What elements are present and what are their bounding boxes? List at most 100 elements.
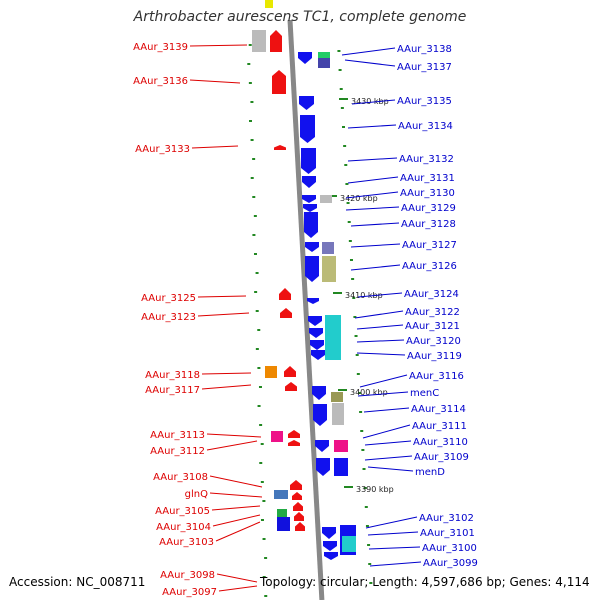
feature-block[interactable] bbox=[331, 392, 343, 402]
right-gene-arrow[interactable] bbox=[313, 404, 327, 426]
left-gene-arrow[interactable] bbox=[295, 522, 305, 531]
feature-block[interactable] bbox=[325, 315, 341, 360]
right-gene-label[interactable]: AAur_3124 bbox=[404, 289, 459, 300]
left-gene-arrow[interactable] bbox=[274, 145, 286, 150]
leader-line bbox=[364, 440, 412, 446]
left-gene-label[interactable]: AAur_3112 bbox=[150, 446, 205, 457]
left-gene-arrow[interactable] bbox=[288, 440, 300, 446]
left-gene-label[interactable]: AAur_3097 bbox=[162, 587, 217, 598]
right-gene-label[interactable]: menC bbox=[410, 388, 439, 399]
right-gene-label[interactable]: AAur_3120 bbox=[406, 336, 461, 347]
right-gene-arrow[interactable] bbox=[322, 527, 336, 539]
scale-tick-label: 3390 kbp bbox=[356, 485, 394, 494]
right-gene-arrow[interactable] bbox=[299, 96, 314, 110]
left-gene-label[interactable]: AAur_3136 bbox=[133, 76, 188, 87]
right-gene-label[interactable]: AAur_3134 bbox=[398, 121, 453, 132]
left-gene-arrow[interactable] bbox=[294, 512, 304, 521]
right-gene-label[interactable]: AAur_3129 bbox=[401, 203, 456, 214]
feature-block[interactable] bbox=[265, 0, 273, 8]
right-gene-arrow[interactable] bbox=[312, 386, 326, 400]
feature-block[interactable] bbox=[320, 195, 332, 203]
feature-block[interactable] bbox=[322, 256, 336, 282]
scale-tick-label: 3420 kbp bbox=[340, 194, 378, 203]
left-gene-arrow[interactable] bbox=[293, 502, 303, 511]
right-gene-arrow[interactable] bbox=[316, 458, 330, 476]
right-gene-label[interactable]: AAur_3135 bbox=[397, 96, 452, 107]
right-gene-label[interactable]: AAur_3116 bbox=[409, 371, 464, 382]
right-gene-label[interactable]: AAur_3122 bbox=[405, 307, 460, 318]
left-gene-label[interactable]: AAur_3113 bbox=[150, 430, 205, 441]
right-gene-arrow[interactable] bbox=[305, 242, 319, 252]
right-gene-arrow[interactable] bbox=[324, 552, 338, 560]
right-gene-label[interactable]: AAur_3111 bbox=[412, 421, 467, 432]
left-gene-label[interactable]: AAur_3098 bbox=[160, 570, 215, 581]
left-gene-arrow[interactable] bbox=[292, 492, 302, 500]
feature-block[interactable] bbox=[318, 52, 330, 58]
right-gene-arrow[interactable] bbox=[304, 212, 318, 238]
left-gene-arrow[interactable] bbox=[279, 288, 291, 300]
right-gene-arrow[interactable] bbox=[309, 328, 323, 338]
left-gene-label[interactable]: AAur_3118 bbox=[145, 370, 200, 381]
left-gene-label[interactable]: AAur_3123 bbox=[141, 312, 196, 323]
left-gene-arrow[interactable] bbox=[270, 30, 282, 52]
left-gene-label[interactable]: AAur_3139 bbox=[133, 42, 188, 53]
right-gene-label[interactable]: AAur_3109 bbox=[414, 452, 469, 463]
feature-block[interactable] bbox=[265, 366, 277, 378]
left-gene-arrow[interactable] bbox=[272, 70, 286, 94]
feature-block[interactable] bbox=[277, 517, 290, 531]
left-gene-arrow[interactable] bbox=[284, 366, 296, 377]
right-gene-arrow[interactable] bbox=[323, 541, 337, 551]
feature-block[interactable] bbox=[332, 403, 344, 425]
right-gene-label[interactable]: AAur_3131 bbox=[400, 173, 455, 184]
left-gene-label[interactable]: AAur_3125 bbox=[141, 293, 196, 304]
right-gene-arrow[interactable] bbox=[302, 195, 316, 203]
feature-block[interactable] bbox=[334, 458, 348, 476]
right-gene-label[interactable]: AAur_3102 bbox=[419, 513, 474, 524]
left-gene-label[interactable]: AAur_3133 bbox=[135, 144, 190, 155]
right-gene-label[interactable]: AAur_3119 bbox=[407, 351, 462, 362]
leader-line bbox=[363, 407, 410, 413]
right-gene-label[interactable]: AAur_3130 bbox=[400, 188, 455, 199]
right-gene-arrow[interactable] bbox=[315, 440, 329, 452]
right-gene-label[interactable]: AAur_3137 bbox=[397, 62, 452, 73]
feature-block[interactable] bbox=[342, 536, 356, 552]
feature-block[interactable] bbox=[274, 490, 288, 499]
right-gene-arrow[interactable] bbox=[303, 204, 317, 212]
right-gene-label[interactable]: AAur_3126 bbox=[402, 261, 457, 272]
left-gene-arrow[interactable] bbox=[288, 430, 300, 438]
right-gene-label[interactable]: AAur_3114 bbox=[411, 404, 466, 415]
right-gene-label[interactable]: AAur_3138 bbox=[397, 44, 452, 55]
left-gene-arrow[interactable] bbox=[290, 480, 302, 490]
feature-block[interactable] bbox=[252, 30, 266, 52]
right-gene-arrow[interactable] bbox=[298, 52, 312, 64]
right-gene-arrow[interactable] bbox=[301, 148, 316, 174]
left-gene-arrow[interactable] bbox=[285, 382, 297, 391]
left-gene-label[interactable]: AAur_3117 bbox=[145, 385, 200, 396]
right-gene-label[interactable]: AAur_3127 bbox=[402, 240, 457, 251]
left-gene-label[interactable]: glnQ bbox=[185, 489, 208, 500]
right-gene-label[interactable]: AAur_3132 bbox=[399, 154, 454, 165]
left-gene-label[interactable]: AAur_3108 bbox=[153, 472, 208, 483]
right-gene-arrow[interactable] bbox=[300, 115, 315, 143]
left-gene-arrow[interactable] bbox=[280, 308, 292, 318]
right-gene-arrow[interactable] bbox=[305, 256, 319, 282]
right-gene-label[interactable]: AAur_3121 bbox=[405, 321, 460, 332]
feature-block[interactable] bbox=[277, 509, 287, 517]
feature-block[interactable] bbox=[271, 431, 283, 442]
right-gene-label[interactable]: AAur_3110 bbox=[413, 437, 468, 448]
right-gene-label[interactable]: menD bbox=[415, 467, 445, 478]
right-gene-label[interactable]: AAur_3099 bbox=[423, 558, 478, 569]
right-gene-label[interactable]: AAur_3128 bbox=[401, 219, 456, 230]
feature-block[interactable] bbox=[322, 242, 334, 254]
right-gene-arrow[interactable] bbox=[311, 350, 325, 360]
right-gene-arrow[interactable] bbox=[307, 298, 319, 304]
right-gene-arrow[interactable] bbox=[310, 340, 324, 350]
left-gene-label[interactable]: AAur_3105 bbox=[155, 506, 210, 517]
right-gene-label[interactable]: AAur_3101 bbox=[420, 528, 475, 539]
right-gene-arrow[interactable] bbox=[302, 176, 316, 188]
left-gene-label[interactable]: AAur_3103 bbox=[159, 537, 214, 548]
right-gene-label[interactable]: AAur_3100 bbox=[422, 543, 477, 554]
right-gene-arrow[interactable] bbox=[308, 316, 322, 326]
feature-block[interactable] bbox=[334, 440, 348, 452]
left-gene-label[interactable]: AAur_3104 bbox=[156, 522, 211, 533]
